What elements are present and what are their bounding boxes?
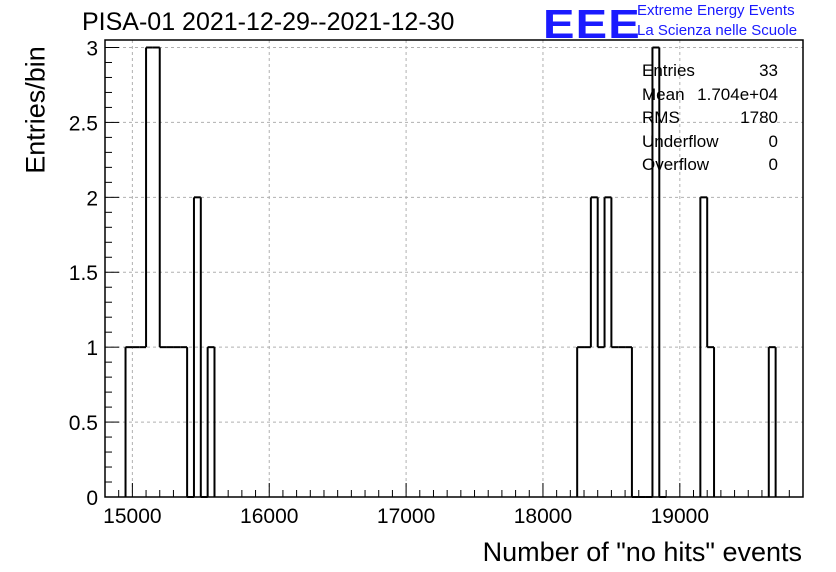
stat-row-entries: Entries 33 — [642, 59, 778, 83]
y-tick-label: 1.5 — [69, 262, 98, 285]
stat-row-mean: Mean 1.704e+04 — [642, 83, 778, 107]
histogram-bin — [699, 196, 708, 497]
y-tick-label: 1 — [86, 337, 98, 360]
histogram-bin — [206, 346, 216, 497]
x-tick-label: 15000 — [103, 505, 161, 528]
eee-logo-mark: EEE — [543, 1, 641, 47]
y-tick-label: 0 — [86, 487, 98, 510]
histogram-bin — [124, 346, 133, 497]
y-tick-label: 3 — [86, 37, 98, 60]
stat-label: Underflow — [642, 131, 719, 151]
histogram-bin — [651, 46, 660, 497]
stat-label: Mean — [642, 84, 685, 104]
histogram-bin — [596, 197, 605, 349]
stat-label: RMS — [642, 108, 680, 127]
stat-value: 1.704e+04 — [697, 84, 778, 104]
histogram-bin — [706, 197, 716, 497]
x-tick-label: 17000 — [377, 505, 435, 528]
histogram-bin — [192, 196, 201, 497]
histogram-bin — [589, 196, 598, 348]
y-tick-label: 2.5 — [69, 112, 98, 135]
plot-frame — [104, 39, 804, 498]
x-tick-label: 16000 — [240, 505, 298, 528]
histogram-bin — [767, 346, 777, 497]
stat-value: 1780 — [740, 108, 778, 127]
stat-value: 0 — [768, 155, 778, 174]
x-tick-label: 19000 — [651, 505, 709, 528]
histogram-bin — [158, 47, 167, 349]
x-tick-label: 18000 — [514, 505, 572, 528]
logo-line-1: Extreme Energy Events — [637, 2, 795, 19]
chart-title: PISA-01 2021-12-29--2021-12-30 — [82, 8, 455, 36]
histogram-bin — [145, 46, 153, 348]
y-axis: 0 0.5 1 1.5 2 2.5 3 — [69, 37, 119, 510]
x-axis: 15000 16000 17000 18000 19000 — [103, 483, 804, 528]
stat-row-rms: RMS 1780 — [642, 106, 778, 130]
stat-value: 0 — [768, 131, 778, 151]
histogram-bin — [576, 346, 585, 497]
x-axis-label: Number of "no hits" events — [482, 537, 802, 567]
stat-label: Overflow — [642, 155, 710, 174]
stat-row-overflow: Overflow 0 — [642, 153, 778, 177]
stat-label: Entries — [642, 61, 695, 80]
logo-line-2: La Scienza nelle Scuole — [637, 22, 798, 39]
histogram-bin — [610, 197, 619, 349]
histogram-bars — [124, 46, 777, 498]
y-axis-label: Entries/bin — [20, 46, 51, 174]
stats-box: Entries 33 Mean 1.704e+04 RMS 1780 Under… — [642, 59, 778, 177]
stat-row-underflow: Underflow 0 — [642, 130, 778, 154]
y-tick-label: 2 — [86, 187, 98, 210]
histogram-bin — [603, 196, 612, 348]
y-tick-label: 0.5 — [69, 412, 98, 435]
stat-value: 33 — [759, 61, 778, 80]
